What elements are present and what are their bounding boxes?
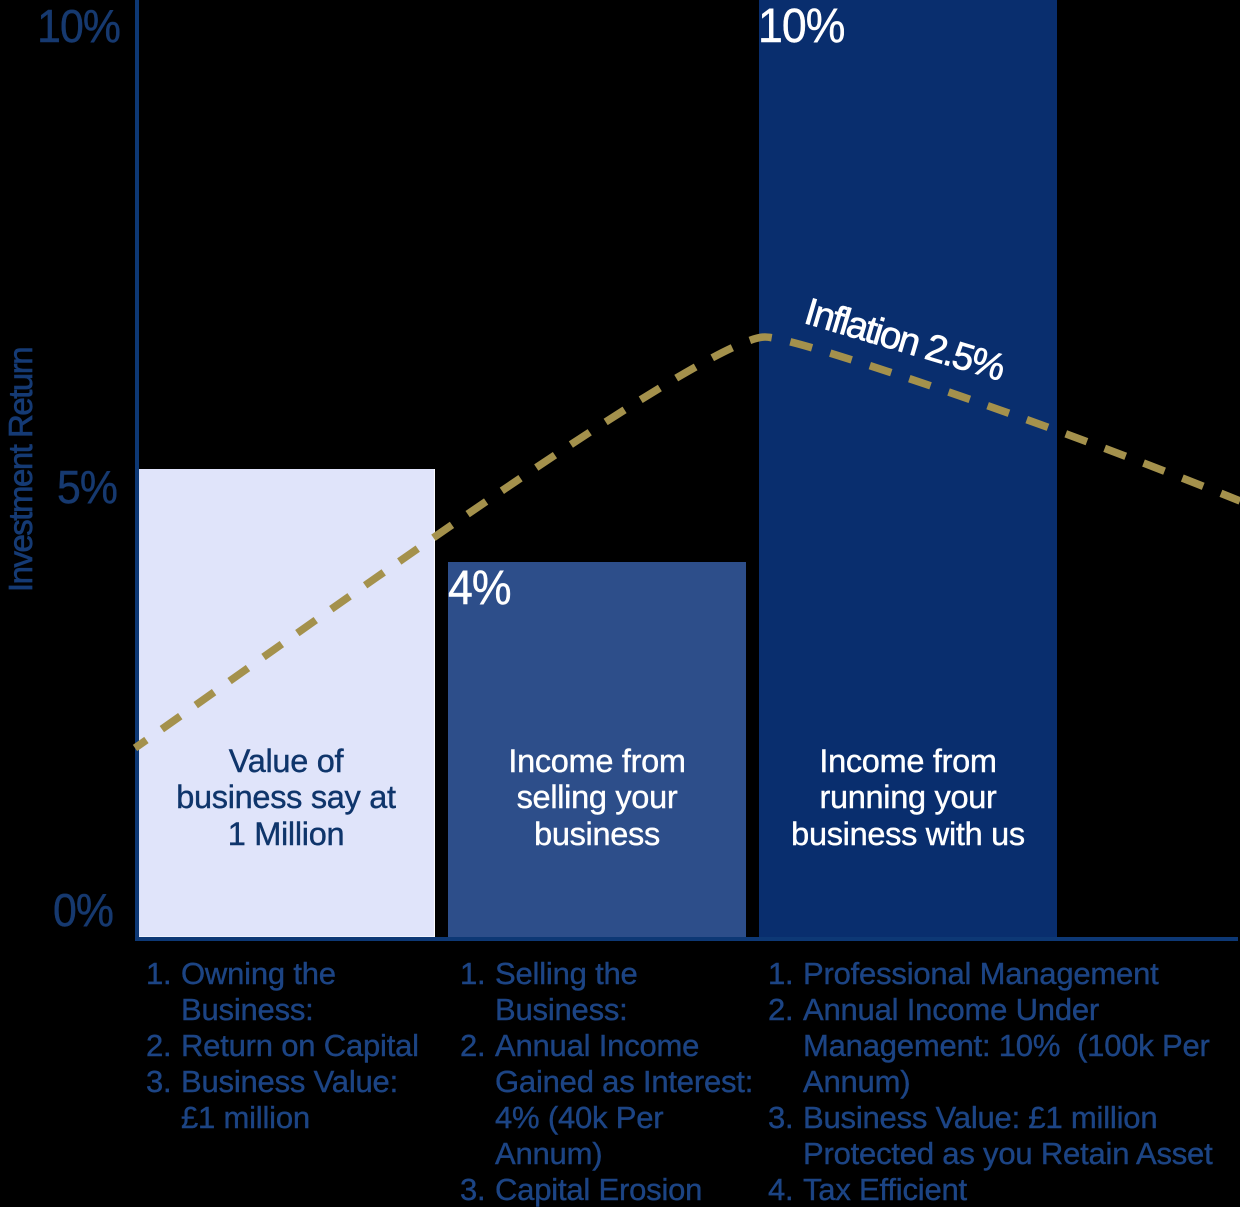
svg-text:Investment Return: Investment Return [2,348,39,592]
svg-text:Inflation 2.5%: Inflation 2.5% [800,291,1010,390]
